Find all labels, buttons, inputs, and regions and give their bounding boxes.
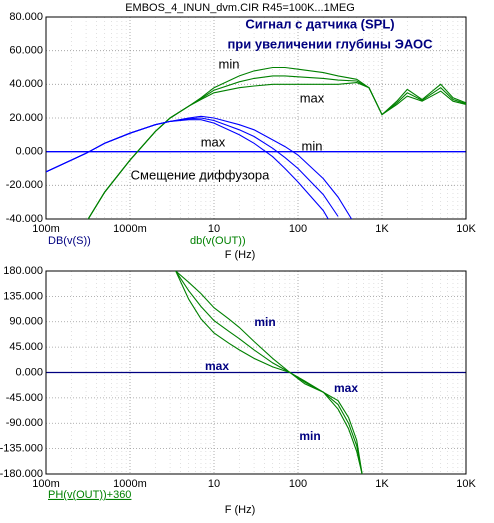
- x-tick-label: 100: [289, 478, 307, 490]
- plot-frame: [45, 16, 467, 220]
- x-tick-label: 1000m: [113, 478, 147, 490]
- x-tick-label: 1000m: [113, 223, 147, 235]
- y-tick-label: -40.000: [6, 213, 43, 225]
- series-group: [46, 66, 466, 219]
- annotation: min: [299, 429, 320, 443]
- x-tick-label: 10: [208, 223, 220, 235]
- annotation: min: [219, 56, 240, 71]
- x-tick-label: 100m: [32, 478, 60, 490]
- legend-label: DB(v(S)): [48, 235, 91, 247]
- y-tick-label: 180.000: [3, 265, 43, 277]
- series-line: [46, 119, 329, 219]
- x-tick-label: 10: [208, 478, 220, 490]
- y-tick-label: 45.000: [9, 341, 43, 353]
- y-tick-label: -180.000: [0, 468, 43, 480]
- x-axis-label: F (Hz): [225, 504, 256, 516]
- y-tick-label: -135.000: [0, 443, 43, 455]
- y-tick-label: 90.000: [9, 316, 43, 328]
- y-tick-label: -45.000: [6, 392, 43, 404]
- x-tick-label: 1K: [375, 478, 389, 490]
- y-tick-label: 0.000: [15, 366, 43, 378]
- x-tick-label: 100m: [32, 223, 60, 235]
- x-axis-label: F (Hz): [225, 249, 256, 261]
- y-tick-label: 80.000: [9, 11, 43, 23]
- series-line: [175, 271, 363, 474]
- annotation: max: [300, 90, 325, 105]
- plot: 80.000 60.000 40.000 20.000 0.000 -20.000 -40.…: [6, 2, 477, 261]
- annotation: при увеличении глубины ЭАОС: [227, 36, 433, 51]
- series-group: [175, 271, 363, 474]
- x-tick-label: 10K: [456, 223, 476, 235]
- series-line: [175, 271, 363, 474]
- x-tick-label: 10K: [456, 478, 476, 490]
- chart-title: EMBOS_4_INUN_dvm.CIR R45=100K...1MEG: [125, 2, 355, 14]
- y-tick-label: 60.000: [9, 45, 43, 57]
- annotation: max: [205, 359, 229, 373]
- x-tick-label: 1K: [375, 223, 389, 235]
- plot-frame: [45, 270, 467, 475]
- series-line: [87, 66, 466, 219]
- annotation: min: [302, 138, 323, 153]
- x-tick-label: 100: [289, 223, 307, 235]
- plot: 180.000 135.000 90.000 45.000 0.000 -45.000 -9…: [0, 265, 476, 516]
- annotation: max: [201, 134, 226, 149]
- legend-label: PH(v(OUT))+360: [48, 489, 131, 501]
- annotation: Сигнал с датчика (SPL): [245, 16, 394, 31]
- y-tick-label: 20.000: [9, 112, 43, 124]
- annotation: max: [334, 381, 358, 395]
- y-tick-label: -20.000: [6, 179, 43, 191]
- y-tick-label: -90.000: [6, 417, 43, 429]
- annotation: min: [254, 315, 275, 329]
- y-tick-label: 40.000: [9, 78, 43, 90]
- y-tick-label: 0.000: [15, 146, 43, 158]
- annotation: Смещение диффузора: [131, 167, 270, 182]
- series-line: [175, 271, 363, 474]
- legend-label: db(v(OUT)): [190, 235, 246, 247]
- y-tick-label: 135.000: [3, 290, 43, 302]
